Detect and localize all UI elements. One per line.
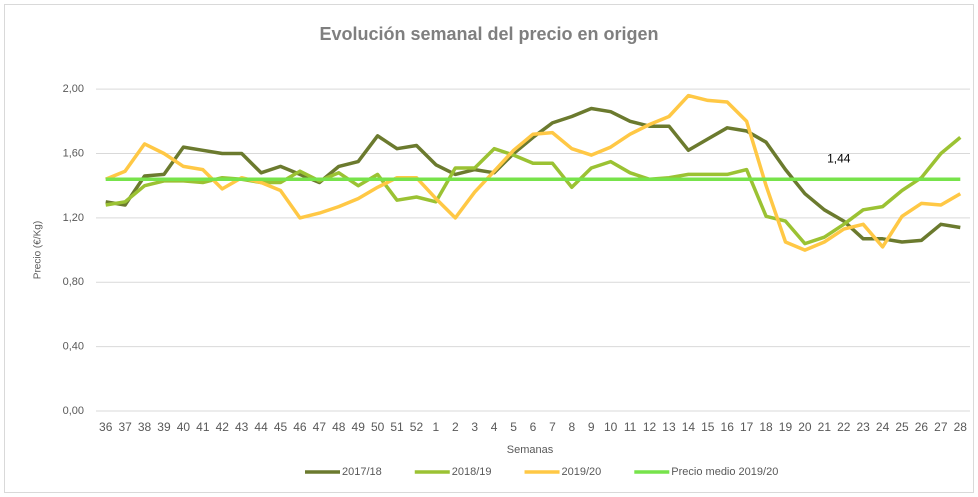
- x-tick-label: 16: [721, 420, 735, 434]
- x-tick-label: 38: [138, 420, 152, 434]
- x-tick-label: 25: [895, 420, 909, 434]
- x-tick-label: 27: [934, 420, 948, 434]
- x-tick-label: 39: [157, 420, 171, 434]
- x-tick-label: 1: [433, 420, 440, 434]
- x-tick-label: 47: [313, 420, 327, 434]
- x-tick-label: 24: [876, 420, 890, 434]
- y-tick-label: 0,40: [63, 341, 84, 353]
- x-tick-label: 44: [254, 420, 268, 434]
- x-tick-label: 5: [510, 420, 517, 434]
- x-tick-label: 18: [759, 420, 773, 434]
- x-tick-label: 43: [235, 420, 249, 434]
- x-tick-label: 2: [452, 420, 459, 434]
- x-tick-label: 26: [915, 420, 929, 434]
- x-tick-label: 42: [216, 420, 230, 434]
- x-tick-label: 13: [662, 420, 676, 434]
- x-tick-label: 37: [118, 420, 132, 434]
- x-tick-label: 22: [837, 420, 851, 434]
- y-tick-label: 1,20: [63, 212, 84, 224]
- chart-title: Evolución semanal del precio en origen: [319, 24, 658, 44]
- x-tick-label: 51: [390, 420, 404, 434]
- y-tick-label: 0,80: [63, 276, 84, 288]
- x-tick-label: 8: [569, 420, 576, 434]
- x-tick-label: 46: [293, 420, 307, 434]
- x-tick-label: 17: [740, 420, 754, 434]
- x-tick-label: 49: [352, 420, 366, 434]
- x-tick-label: 48: [332, 420, 346, 434]
- y-axis-label: Precio (€/Kg): [33, 221, 44, 279]
- x-tick-label: 7: [549, 420, 556, 434]
- x-tick-label: 10: [604, 420, 618, 434]
- x-tick-label: 12: [643, 420, 657, 434]
- legend-label: 2019/20: [562, 466, 602, 478]
- x-tick-label: 40: [177, 420, 191, 434]
- x-tick-label: 6: [530, 420, 537, 434]
- x-axis-label: Semanas: [507, 444, 554, 456]
- y-tick-label: 2,00: [63, 83, 84, 95]
- x-tick-label: 50: [371, 420, 385, 434]
- y-tick-label: 1,60: [63, 147, 84, 159]
- x-tick-label: 36: [99, 420, 113, 434]
- x-tick-label: 14: [682, 420, 696, 434]
- y-tick-label: 0,00: [63, 405, 84, 417]
- x-tick-label: 20: [798, 420, 812, 434]
- x-tick-label: 21: [818, 420, 832, 434]
- legend-label: 2018/19: [452, 466, 492, 478]
- x-tick-label: 28: [954, 420, 968, 434]
- data-label: 1,44: [827, 151, 851, 165]
- x-tick-label: 23: [856, 420, 870, 434]
- x-tick-label: 3: [471, 420, 478, 434]
- x-tick-label: 41: [196, 420, 210, 434]
- x-tick-label: 9: [588, 420, 595, 434]
- legend-label: 2017/18: [342, 466, 382, 478]
- x-tick-label: 45: [274, 420, 288, 434]
- legend-label: Precio medio 2019/20: [671, 466, 778, 478]
- x-tick-label: 15: [701, 420, 715, 434]
- x-tick-label: 52: [410, 420, 424, 434]
- x-tick-label: 11: [624, 420, 637, 434]
- x-tick-label: 4: [491, 420, 498, 434]
- series-line: [105, 106, 961, 244]
- x-tick-label: 19: [779, 420, 793, 434]
